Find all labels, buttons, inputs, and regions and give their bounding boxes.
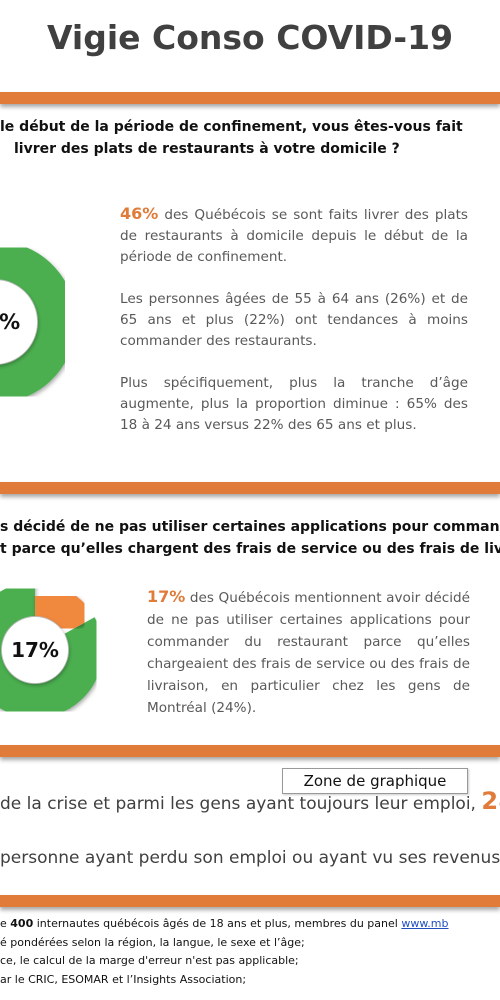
- text: Les personnes âgées de 55 à 64 ans (26%)…: [120, 291, 468, 349]
- question: s décidé de ne pas utiliser certaines ap…: [0, 516, 500, 560]
- question-line: t parce qu’elles chargent des frais de s…: [0, 541, 500, 557]
- paragraph: Les personnes âgées de 55 à 64 ans (26%)…: [120, 289, 468, 352]
- text: internautes québécois âgés de 18 ans et …: [33, 917, 402, 930]
- highlight-line: personne ayant perdu son emploi ou ayant…: [0, 848, 500, 868]
- divider: [0, 895, 500, 907]
- highlight: 17%: [147, 587, 186, 606]
- footnotes: e 400 internautes québécois âgés de 18 a…: [0, 915, 449, 989]
- donut-rest: [0, 241, 76, 403]
- footnote: ar le CRIC, ESOMAR et l’Insights Associa…: [0, 971, 449, 990]
- highlight-line: de la crise et parmi les gens ayant touj…: [0, 787, 500, 815]
- donut-label: 17%: [11, 638, 59, 662]
- text: é pondérées selon la région, la langue, …: [0, 935, 305, 949]
- text: des Québécois se sont faits livrer des p…: [120, 207, 468, 265]
- donut-hole: [0, 280, 37, 364]
- divider: [0, 92, 500, 104]
- donut-segment: [34, 582, 95, 635]
- text: 400: [10, 917, 34, 930]
- divider: [0, 482, 500, 494]
- footnote: e 400 internautes québécois âgés de 18 a…: [0, 915, 449, 934]
- text: ar le CRIC, ESOMAR et l’Insights Associa…: [0, 972, 247, 986]
- question-line: s décidé de ne pas utiliser certaines ap…: [0, 519, 500, 535]
- donut-hole: [2, 617, 68, 683]
- text: ce, le calcul de la marge d'erreur n'est…: [0, 954, 299, 967]
- figure: 28: [481, 787, 500, 815]
- tooltip: Zone de graphique: [282, 768, 468, 794]
- highlight: 46%: [120, 204, 159, 223]
- text: Plus spécifiquement, plus la tranche d’â…: [120, 375, 468, 433]
- question: le début de la période de confinement, v…: [0, 116, 463, 160]
- text: personne ayant perdu son emploi ou ayant…: [0, 848, 500, 868]
- question-line: le début de la période de confinement, v…: [0, 119, 463, 135]
- divider: [0, 745, 500, 757]
- donut-label: 46%: [0, 310, 20, 334]
- footnote: é pondérées selon la région, la langue, …: [0, 934, 449, 953]
- text: e: [0, 917, 11, 930]
- paragraph: Plus spécifiquement, plus la tranche d’â…: [120, 373, 468, 436]
- text: des Québécois mentionnent avoir décidé d…: [147, 590, 470, 716]
- text: www.mb: [401, 917, 449, 930]
- title: Vigie Conso COVID-19: [46, 18, 454, 57]
- paragraph: 46% des Québécois se sont faits livrer d…: [120, 203, 468, 268]
- footnote: ce, le calcul de la marge d'erreur n'est…: [0, 952, 449, 971]
- text-block: 46% des Québécois se sont faits livrer d…: [120, 203, 468, 457]
- text-block: 17% des Québécois mentionnent avoir déci…: [147, 586, 470, 740]
- question-line: livrer des plats de restaurants à votre …: [14, 141, 400, 157]
- text: de la crise et parmi les gens ayant touj…: [0, 794, 482, 814]
- donut-rest: [0, 582, 103, 718]
- paragraph: 17% des Québécois mentionnent avoir déci…: [147, 586, 470, 719]
